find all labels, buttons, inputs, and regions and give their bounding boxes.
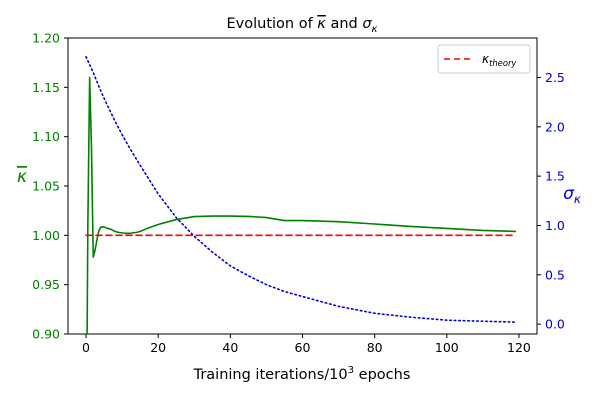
y-left-tick-label: 0.95: [32, 277, 60, 292]
title-kappa-bar: κ: [317, 16, 326, 32]
legend-box: [437, 44, 531, 74]
series-sigma-line: [85, 55, 517, 323]
ylabel-right-sub: κ: [574, 192, 581, 206]
y-right-tick-label: 0.5: [545, 267, 565, 282]
ylabel-right-base: σ: [563, 184, 575, 204]
x-tick-label: 20: [150, 340, 166, 355]
xlabel-exp: 3: [348, 365, 354, 376]
xlabel-base: Training iterations/10: [193, 367, 348, 383]
y-right-tick-label: 2.0: [545, 119, 565, 134]
y-left-tick-label: 0.90: [32, 327, 60, 342]
y-right-axis-label: σκ: [563, 184, 581, 206]
y-right-axis-ticks: 0.0 0.5 1.0 1.5 2.0 2.5: [537, 70, 565, 332]
y-right-tick-label: 2.5: [545, 70, 565, 85]
title-sigma: σ: [362, 16, 372, 32]
y-right-tick-label: 1.5: [545, 169, 565, 184]
y-left-tick-label: 1.00: [32, 228, 60, 243]
legend: κtheory: [437, 44, 531, 74]
y-left-axis-label: κ: [17, 167, 27, 187]
series-kappa-mean-line: [86, 76, 517, 335]
title-conj: and: [326, 16, 363, 32]
y-left-tick-label: 1.10: [32, 129, 60, 144]
plot-frame: [67, 37, 538, 335]
y-right-tick-label: 0.0: [545, 317, 565, 332]
xlabel-suffix: epochs: [354, 367, 410, 383]
x-axis-label: Training iterations/103 epochs: [193, 365, 411, 383]
y-left-tick-label: 1.05: [32, 179, 60, 194]
x-tick-label: 60: [295, 340, 311, 355]
series-group: [85, 55, 517, 335]
x-tick-label: 80: [367, 340, 383, 355]
y-right-tick-label: 1.0: [545, 218, 565, 233]
title-prefix: Evolution of: [226, 16, 317, 32]
legend-base: κ: [482, 52, 490, 66]
x-tick-label: 0: [82, 340, 90, 355]
x-tick-label: 40: [222, 340, 238, 355]
legend-theory-label: κtheory: [482, 52, 517, 68]
title-sigma-sub: κ: [372, 24, 378, 35]
chart-title: Evolution of κ and σκ: [226, 16, 377, 35]
x-axis-ticks: 0 20 40 60 80 100 120: [82, 334, 531, 355]
y-left-tick-label: 1.15: [32, 80, 60, 95]
y-left-tick-label: 1.20: [32, 31, 60, 46]
x-tick-label: 100: [435, 340, 459, 355]
x-tick-label: 120: [507, 340, 531, 355]
legend-sub: theory: [489, 58, 517, 68]
y-left-axis-ticks: 0.90 0.95 1.00 1.05 1.10 1.15 1.20: [32, 31, 68, 342]
